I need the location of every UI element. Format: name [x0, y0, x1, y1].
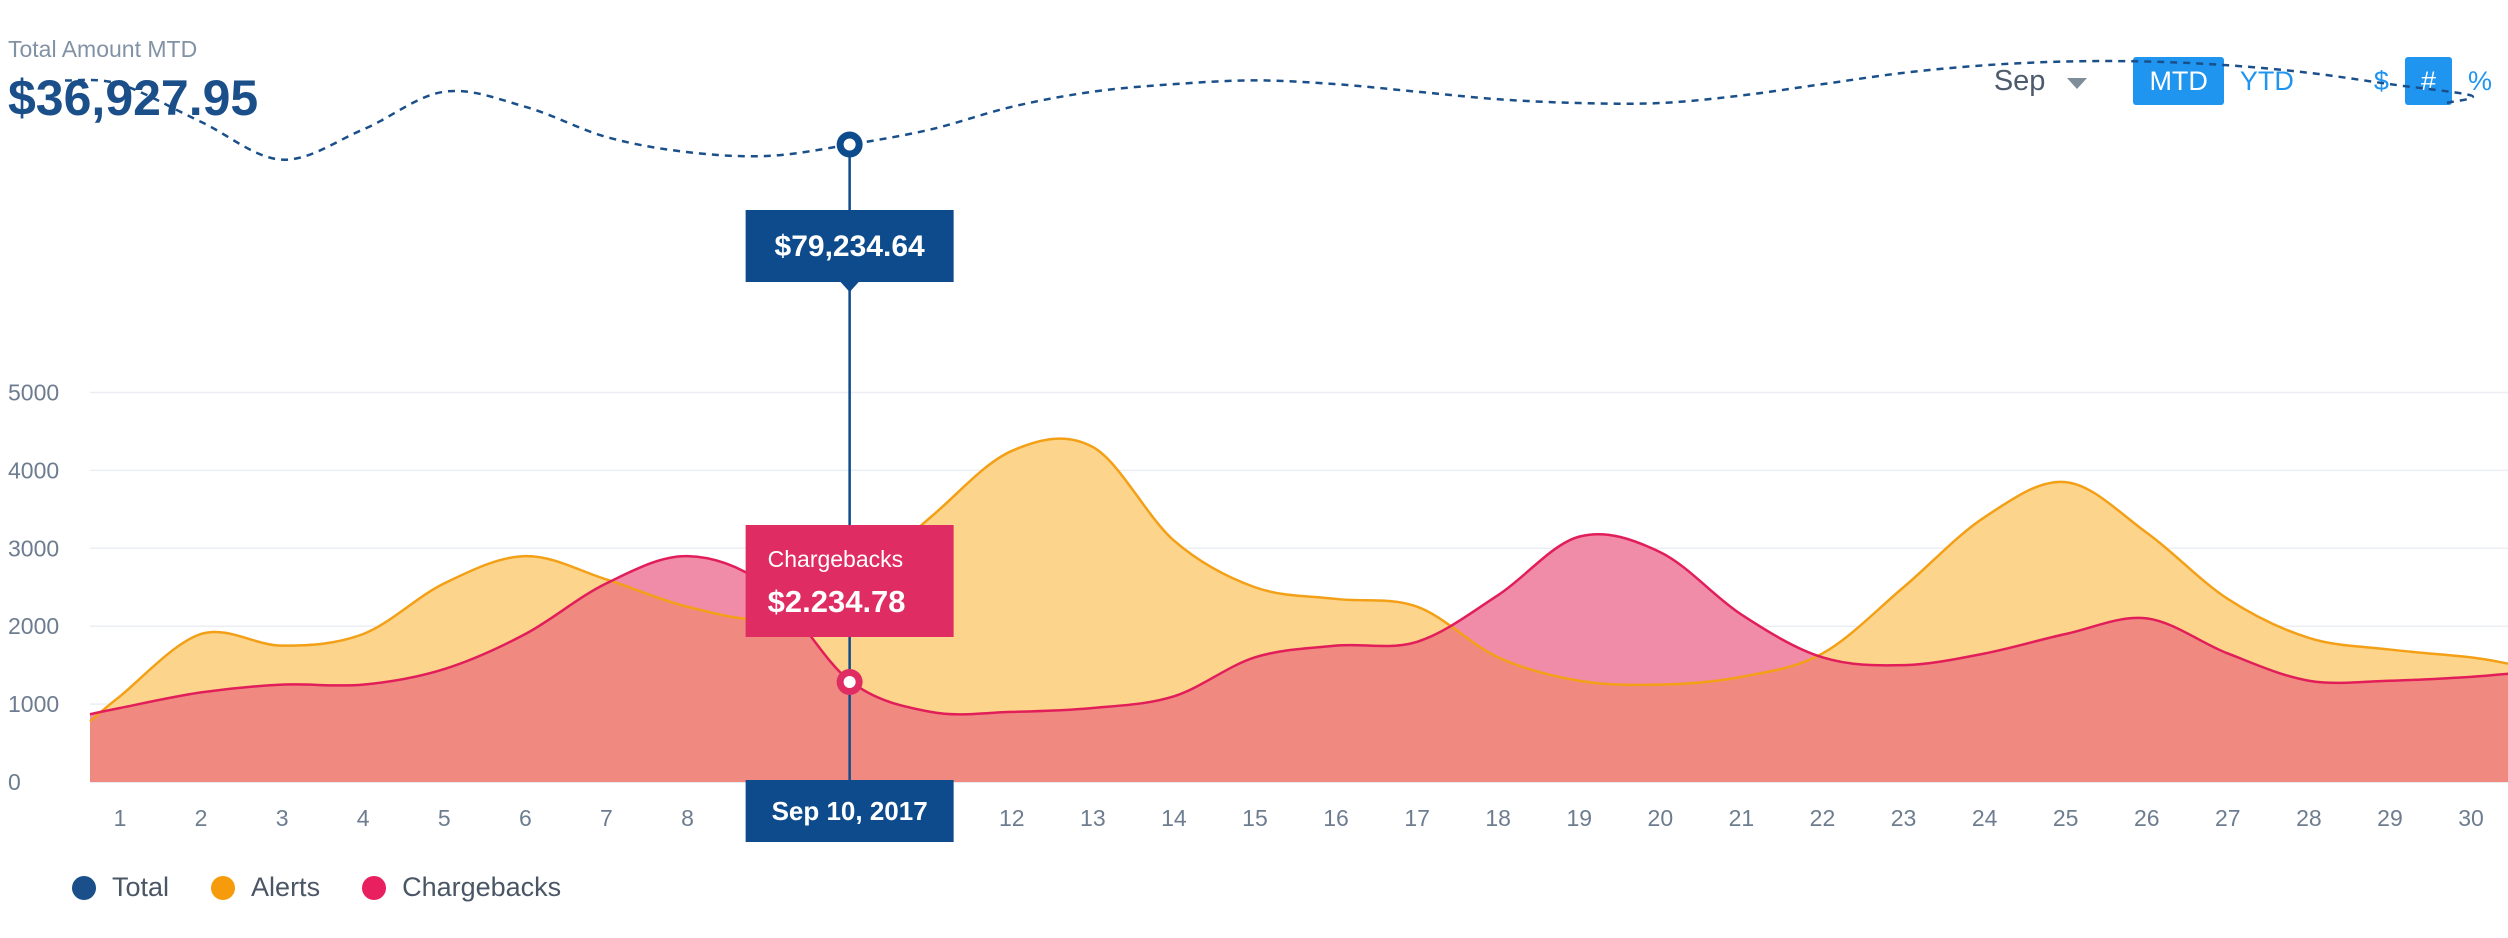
- x-tick-label: 25: [2053, 805, 2079, 831]
- y-tick-label: 4000: [8, 457, 59, 483]
- x-tick-label: 6: [519, 805, 532, 831]
- x-tick-label: 4: [357, 805, 370, 831]
- x-tick-label: 1: [114, 805, 127, 831]
- legend-dot-alerts: [211, 875, 236, 900]
- total-point-center: [843, 138, 856, 151]
- chargeback-point-center: [843, 676, 856, 688]
- y-tick-label: 0: [8, 769, 21, 795]
- month-select-value: Sep: [1993, 64, 2046, 97]
- y-tick-label: 1000: [8, 691, 59, 717]
- x-tick-label: 19: [1566, 805, 1592, 831]
- x-tick-label: 13: [1080, 805, 1106, 831]
- x-tick-label: 22: [1810, 805, 1836, 831]
- x-tick-label: 8: [681, 805, 694, 831]
- x-tick-label: 14: [1161, 805, 1187, 831]
- mtd-button[interactable]: MTD: [2133, 57, 2224, 105]
- x-tick-label: 28: [2296, 805, 2322, 831]
- x-tick-label: 15: [1242, 805, 1268, 831]
- month-select[interactable]: Sep: [1994, 65, 2088, 98]
- date-tooltip: [745, 780, 954, 842]
- total-line: [64, 59, 2475, 161]
- y-tick-label: 2000: [8, 613, 59, 639]
- y-tick-label: 5000: [8, 380, 59, 406]
- chevron-down-icon: [2067, 77, 2088, 89]
- chargebacks-line: [89, 532, 2508, 716]
- chargebacks-tooltip-title: Chargebacks: [768, 546, 904, 572]
- summary: Total Amount MTD $36,927.95: [8, 36, 258, 127]
- legend-item-total[interactable]: Total: [72, 872, 169, 903]
- period-toggle: MTD YTD: [2133, 57, 2309, 105]
- chart-areas: [64, 59, 2508, 782]
- y-tick-label: 3000: [8, 535, 59, 561]
- summary-label: Total Amount MTD: [8, 36, 198, 62]
- total-tooltip-arrow: [839, 281, 860, 292]
- x-tick-label: 7: [600, 805, 613, 831]
- total-tooltip-value: $79,234.64: [775, 230, 925, 263]
- x-tick-label: 5: [438, 805, 451, 831]
- legend-label-chargebacks: Chargebacks: [402, 872, 562, 902]
- summary-value: $36,927.95: [8, 70, 259, 126]
- x-tick-label: 30: [2458, 805, 2484, 831]
- x-tick-label: 12: [999, 805, 1025, 831]
- x-tick-label: 20: [1648, 805, 1674, 831]
- x-tick-label: 21: [1729, 805, 1755, 831]
- x-tick-label: 26: [2134, 805, 2160, 831]
- x-tick-label: 2: [195, 805, 208, 831]
- chargebacks-tooltip-value: $2.234.78: [768, 584, 906, 619]
- legend-item-chargebacks[interactable]: Chargebacks: [362, 872, 561, 903]
- legend-item-alerts[interactable]: Alerts: [211, 872, 320, 903]
- legend-label-alerts: Alerts: [251, 872, 321, 902]
- ytd-button[interactable]: YTD: [2239, 66, 2294, 96]
- x-tick-label: 23: [1891, 805, 1917, 831]
- alerts-line: [89, 437, 2508, 723]
- x-tick-label: 18: [1485, 805, 1511, 831]
- legend-dot-total: [72, 875, 96, 900]
- total-tooltip: [745, 210, 954, 282]
- legend-label-total: Total: [112, 872, 170, 902]
- date-tooltip-label: Sep 10, 2017: [772, 796, 928, 826]
- x-tick-label: 29: [2377, 805, 2403, 831]
- chargebacks-tooltip: [745, 525, 954, 637]
- x-tick-label: 17: [1404, 805, 1430, 831]
- percent-button[interactable]: %: [2467, 66, 2492, 96]
- x-tick-label: 24: [1972, 805, 1998, 831]
- x-tick-label: 3: [276, 805, 289, 831]
- chart-overlay: $79,234.64 Chargebacks $2.234.78 Sep 10, 20…: [745, 131, 954, 842]
- x-tick-label: 16: [1323, 805, 1349, 831]
- dollar-button[interactable]: $: [2373, 66, 2389, 96]
- x-tick-label: 27: [2215, 805, 2241, 831]
- chart-legend: Total Alerts Chargebacks: [72, 872, 603, 903]
- legend-dot-chargebacks: [362, 875, 387, 900]
